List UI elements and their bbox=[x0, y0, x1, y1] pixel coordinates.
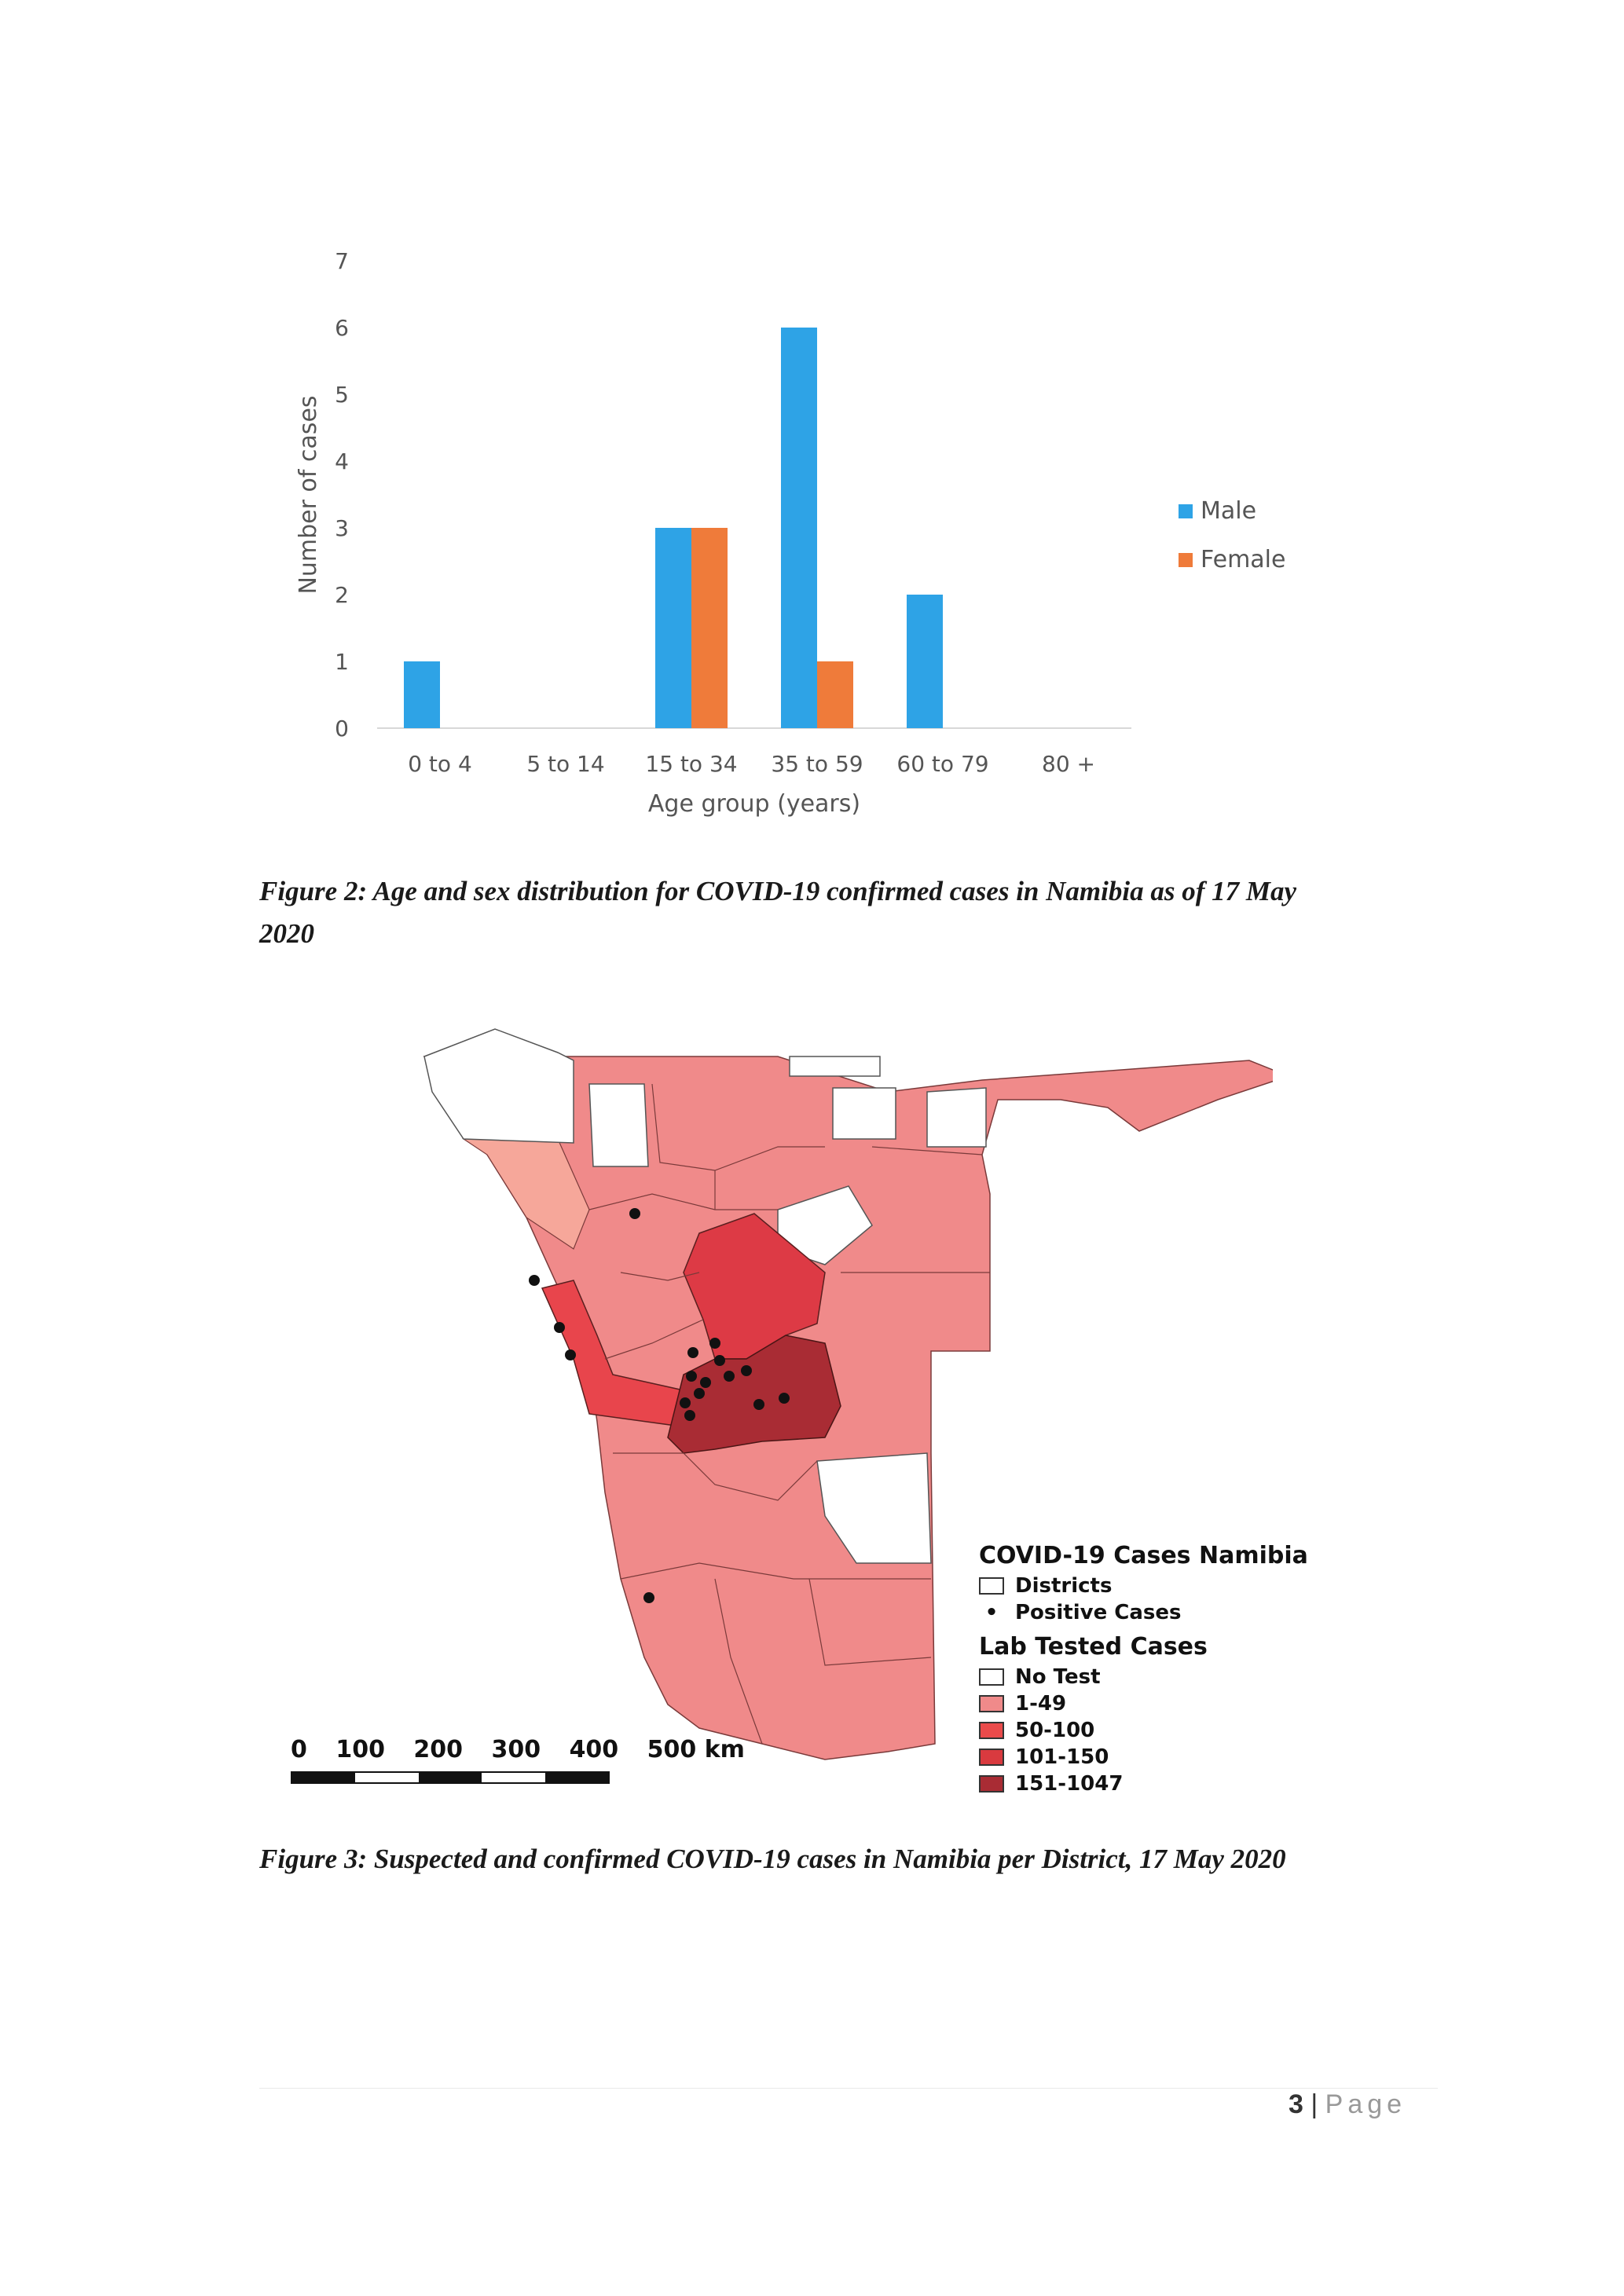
legend-swatch-female bbox=[1179, 553, 1193, 567]
bar-male-2 bbox=[655, 528, 691, 728]
y-tick-label: 3 bbox=[335, 515, 349, 541]
y-tick-label: 4 bbox=[335, 449, 349, 474]
legend-class-label: 1-49 bbox=[1015, 1692, 1067, 1716]
legend-class-4: 151-1047 bbox=[979, 1771, 1308, 1797]
age-sex-bar-chart: Number of cases 0 1 2 3 4 5 6 7 0 to 4 5 to 14 15… bbox=[295, 248, 1285, 818]
legend-class-0: No Test bbox=[979, 1664, 1308, 1690]
legend-class-3: 101-150 bbox=[979, 1744, 1308, 1771]
x-tick-label: 80 + bbox=[1042, 751, 1095, 777]
map-region-151-1047 bbox=[667, 1335, 841, 1454]
class-swatch-icon bbox=[979, 1722, 1004, 1739]
map-region-1-49 bbox=[423, 1056, 1273, 1760]
legend-class-label: 101-150 bbox=[1015, 1745, 1109, 1769]
figure-2-caption-line2: 2020 bbox=[259, 918, 314, 949]
figure-2-caption-line1: Figure 2: Age and sex distribution for C… bbox=[259, 876, 1297, 906]
legend-class-label: 50-100 bbox=[1015, 1719, 1095, 1742]
y-tick-label: 5 bbox=[335, 382, 349, 408]
class-swatch-icon bbox=[979, 1668, 1004, 1686]
y-tick-label: 6 bbox=[335, 315, 349, 341]
legend-positive-label: Positive Cases bbox=[1015, 1601, 1182, 1624]
scale-label: 500 km bbox=[647, 1736, 745, 1763]
legend-item-districts: Districts bbox=[979, 1573, 1308, 1599]
legend-swatch-male bbox=[1179, 504, 1193, 518]
scale-bar-graphic bbox=[291, 1771, 610, 1784]
class-swatch-icon bbox=[979, 1775, 1004, 1792]
district-borders bbox=[588, 1083, 990, 1745]
scale-labels: 0 100 200 300 400 500 km bbox=[291, 1736, 765, 1763]
x-axis-ticks: 0 to 4 5 to 14 15 to 34 35 to 59 60 to 79 80 … bbox=[408, 751, 1095, 777]
map-region-no-test-north bbox=[588, 1083, 649, 1167]
y-tick-label: 7 bbox=[335, 248, 349, 274]
legend-districts-label: Districts bbox=[1015, 1574, 1113, 1598]
x-axis-label: Age group (years) bbox=[648, 790, 860, 818]
y-axis-ticks: 0 1 2 3 4 5 6 7 bbox=[335, 248, 349, 742]
x-tick-label: 60 to 79 bbox=[896, 751, 988, 777]
y-tick-label: 2 bbox=[335, 582, 349, 608]
map-legend: COVID-19 Cases Namibia Districts • Posit… bbox=[979, 1540, 1308, 1797]
map-region-no-test-east bbox=[832, 1087, 896, 1140]
bars-group bbox=[404, 328, 943, 728]
dot-icon: • bbox=[984, 1601, 999, 1624]
legend-label-female: Female bbox=[1201, 546, 1285, 573]
class-swatch-icon bbox=[979, 1695, 1004, 1712]
page-word: Page bbox=[1325, 2089, 1407, 2119]
page-number-value: 3 bbox=[1289, 2089, 1303, 2119]
legend-class-label: 151-1047 bbox=[1015, 1772, 1124, 1796]
y-axis-label: Number of cases bbox=[295, 395, 322, 594]
district-swatch-icon bbox=[979, 1577, 1004, 1595]
page-separator: | bbox=[1311, 2089, 1318, 2119]
scale-label: 200 bbox=[413, 1736, 464, 1763]
positive-case-dots bbox=[529, 1208, 790, 1603]
scale-label: 300 bbox=[491, 1736, 541, 1763]
figure-3-caption: Figure 3: Suspected and confirmed COVID-… bbox=[259, 1838, 1438, 1880]
bar-female-2 bbox=[691, 528, 728, 728]
class-swatch-icon bbox=[979, 1749, 1004, 1766]
footer-divider bbox=[259, 2088, 1438, 2089]
x-tick-label: 35 to 59 bbox=[771, 751, 863, 777]
map-region-no-test-northwest bbox=[423, 1028, 574, 1144]
y-tick-label: 0 bbox=[335, 716, 349, 742]
bar-female-3 bbox=[817, 661, 853, 728]
x-tick-label: 0 to 4 bbox=[408, 751, 472, 777]
legend-class-2: 50-100 bbox=[979, 1717, 1308, 1744]
map-region-no-test-aranos bbox=[816, 1452, 932, 1564]
page-number: 3 | Page bbox=[1289, 2089, 1406, 2120]
legend-label-male: Male bbox=[1201, 497, 1256, 525]
legend-item-positive: • Positive Cases bbox=[979, 1599, 1308, 1626]
bar-male-0 bbox=[404, 661, 440, 728]
lab-tested-title: Lab Tested Cases bbox=[979, 1633, 1208, 1661]
chart-legend: Male Female bbox=[1179, 497, 1285, 573]
bar-male-4 bbox=[907, 595, 943, 728]
map-legend-title: COVID-19 Cases Namibia bbox=[979, 1542, 1308, 1569]
map-scale-bar: 0 100 200 300 400 500 km bbox=[291, 1736, 765, 1784]
map-region-no-test-kavango bbox=[926, 1087, 987, 1148]
y-tick-label: 1 bbox=[335, 649, 349, 675]
legend-class-label: No Test bbox=[1015, 1665, 1101, 1689]
x-tick-label: 5 to 14 bbox=[526, 751, 604, 777]
figure-3-caption-text: Figure 3: Suspected and confirmed COVID-… bbox=[259, 1844, 1286, 1874]
bar-male-3 bbox=[781, 328, 817, 728]
namibia-district-map bbox=[423, 1028, 1273, 1760]
scale-label: 100 bbox=[335, 1736, 385, 1763]
scale-label: 0 bbox=[291, 1736, 307, 1763]
map-region-no-test-kongo bbox=[789, 1056, 881, 1077]
legend-class-1: 1-49 bbox=[979, 1690, 1308, 1717]
scale-label: 400 bbox=[569, 1736, 619, 1763]
figure-2-caption: Figure 2: Age and sex distribution for C… bbox=[259, 870, 1438, 955]
x-tick-label: 15 to 34 bbox=[645, 751, 737, 777]
